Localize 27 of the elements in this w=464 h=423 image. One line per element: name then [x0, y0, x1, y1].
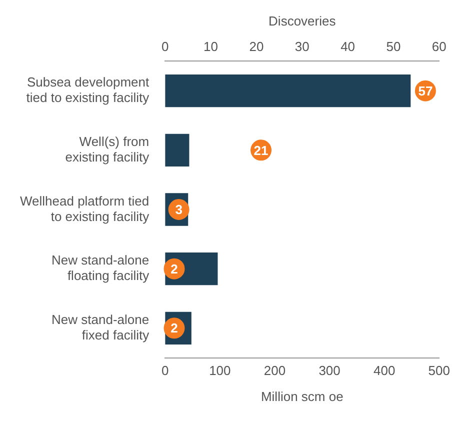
x-tick-label: 500: [428, 363, 450, 378]
data-label: 3: [175, 202, 182, 218]
x2-tick-label: 60: [432, 38, 446, 54]
data-label: 21: [254, 142, 268, 158]
data-label: 2: [170, 261, 178, 276]
bar: [165, 74, 411, 108]
x2-tick-label: 10: [204, 38, 218, 54]
y-tick-label: Subsea development tied to existing facility: [26, 74, 150, 106]
x2-tick-label: 30: [294, 38, 310, 54]
x2-axis-title: Discoveries: [268, 13, 336, 28]
x-tick-label: 0: [161, 363, 169, 378]
data-label: 2: [170, 320, 178, 336]
y-tick-label: New stand-alone fixed facility: [52, 312, 150, 343]
x-tick-label: 100: [209, 363, 231, 378]
x2-tick-label: 0: [161, 38, 169, 54]
x-tick-label: 400: [373, 363, 396, 378]
x2-tick-label: 40: [340, 38, 356, 54]
y-tick-label: New stand-alone floating facility: [52, 252, 150, 284]
bar: [165, 134, 190, 166]
x2-tick-label: 20: [249, 38, 264, 54]
data-label: 57: [418, 83, 433, 98]
x-tick-label: 300: [318, 363, 340, 378]
x-axis-title: Million scm oe: [260, 388, 344, 404]
y-tick-label: Well(s) from existing facility: [65, 134, 150, 165]
x-tick-label: 200: [264, 363, 286, 378]
y-tick-label: Wellhead platform tied to existing facility: [20, 193, 150, 224]
x2-tick-label: 50: [386, 38, 401, 54]
